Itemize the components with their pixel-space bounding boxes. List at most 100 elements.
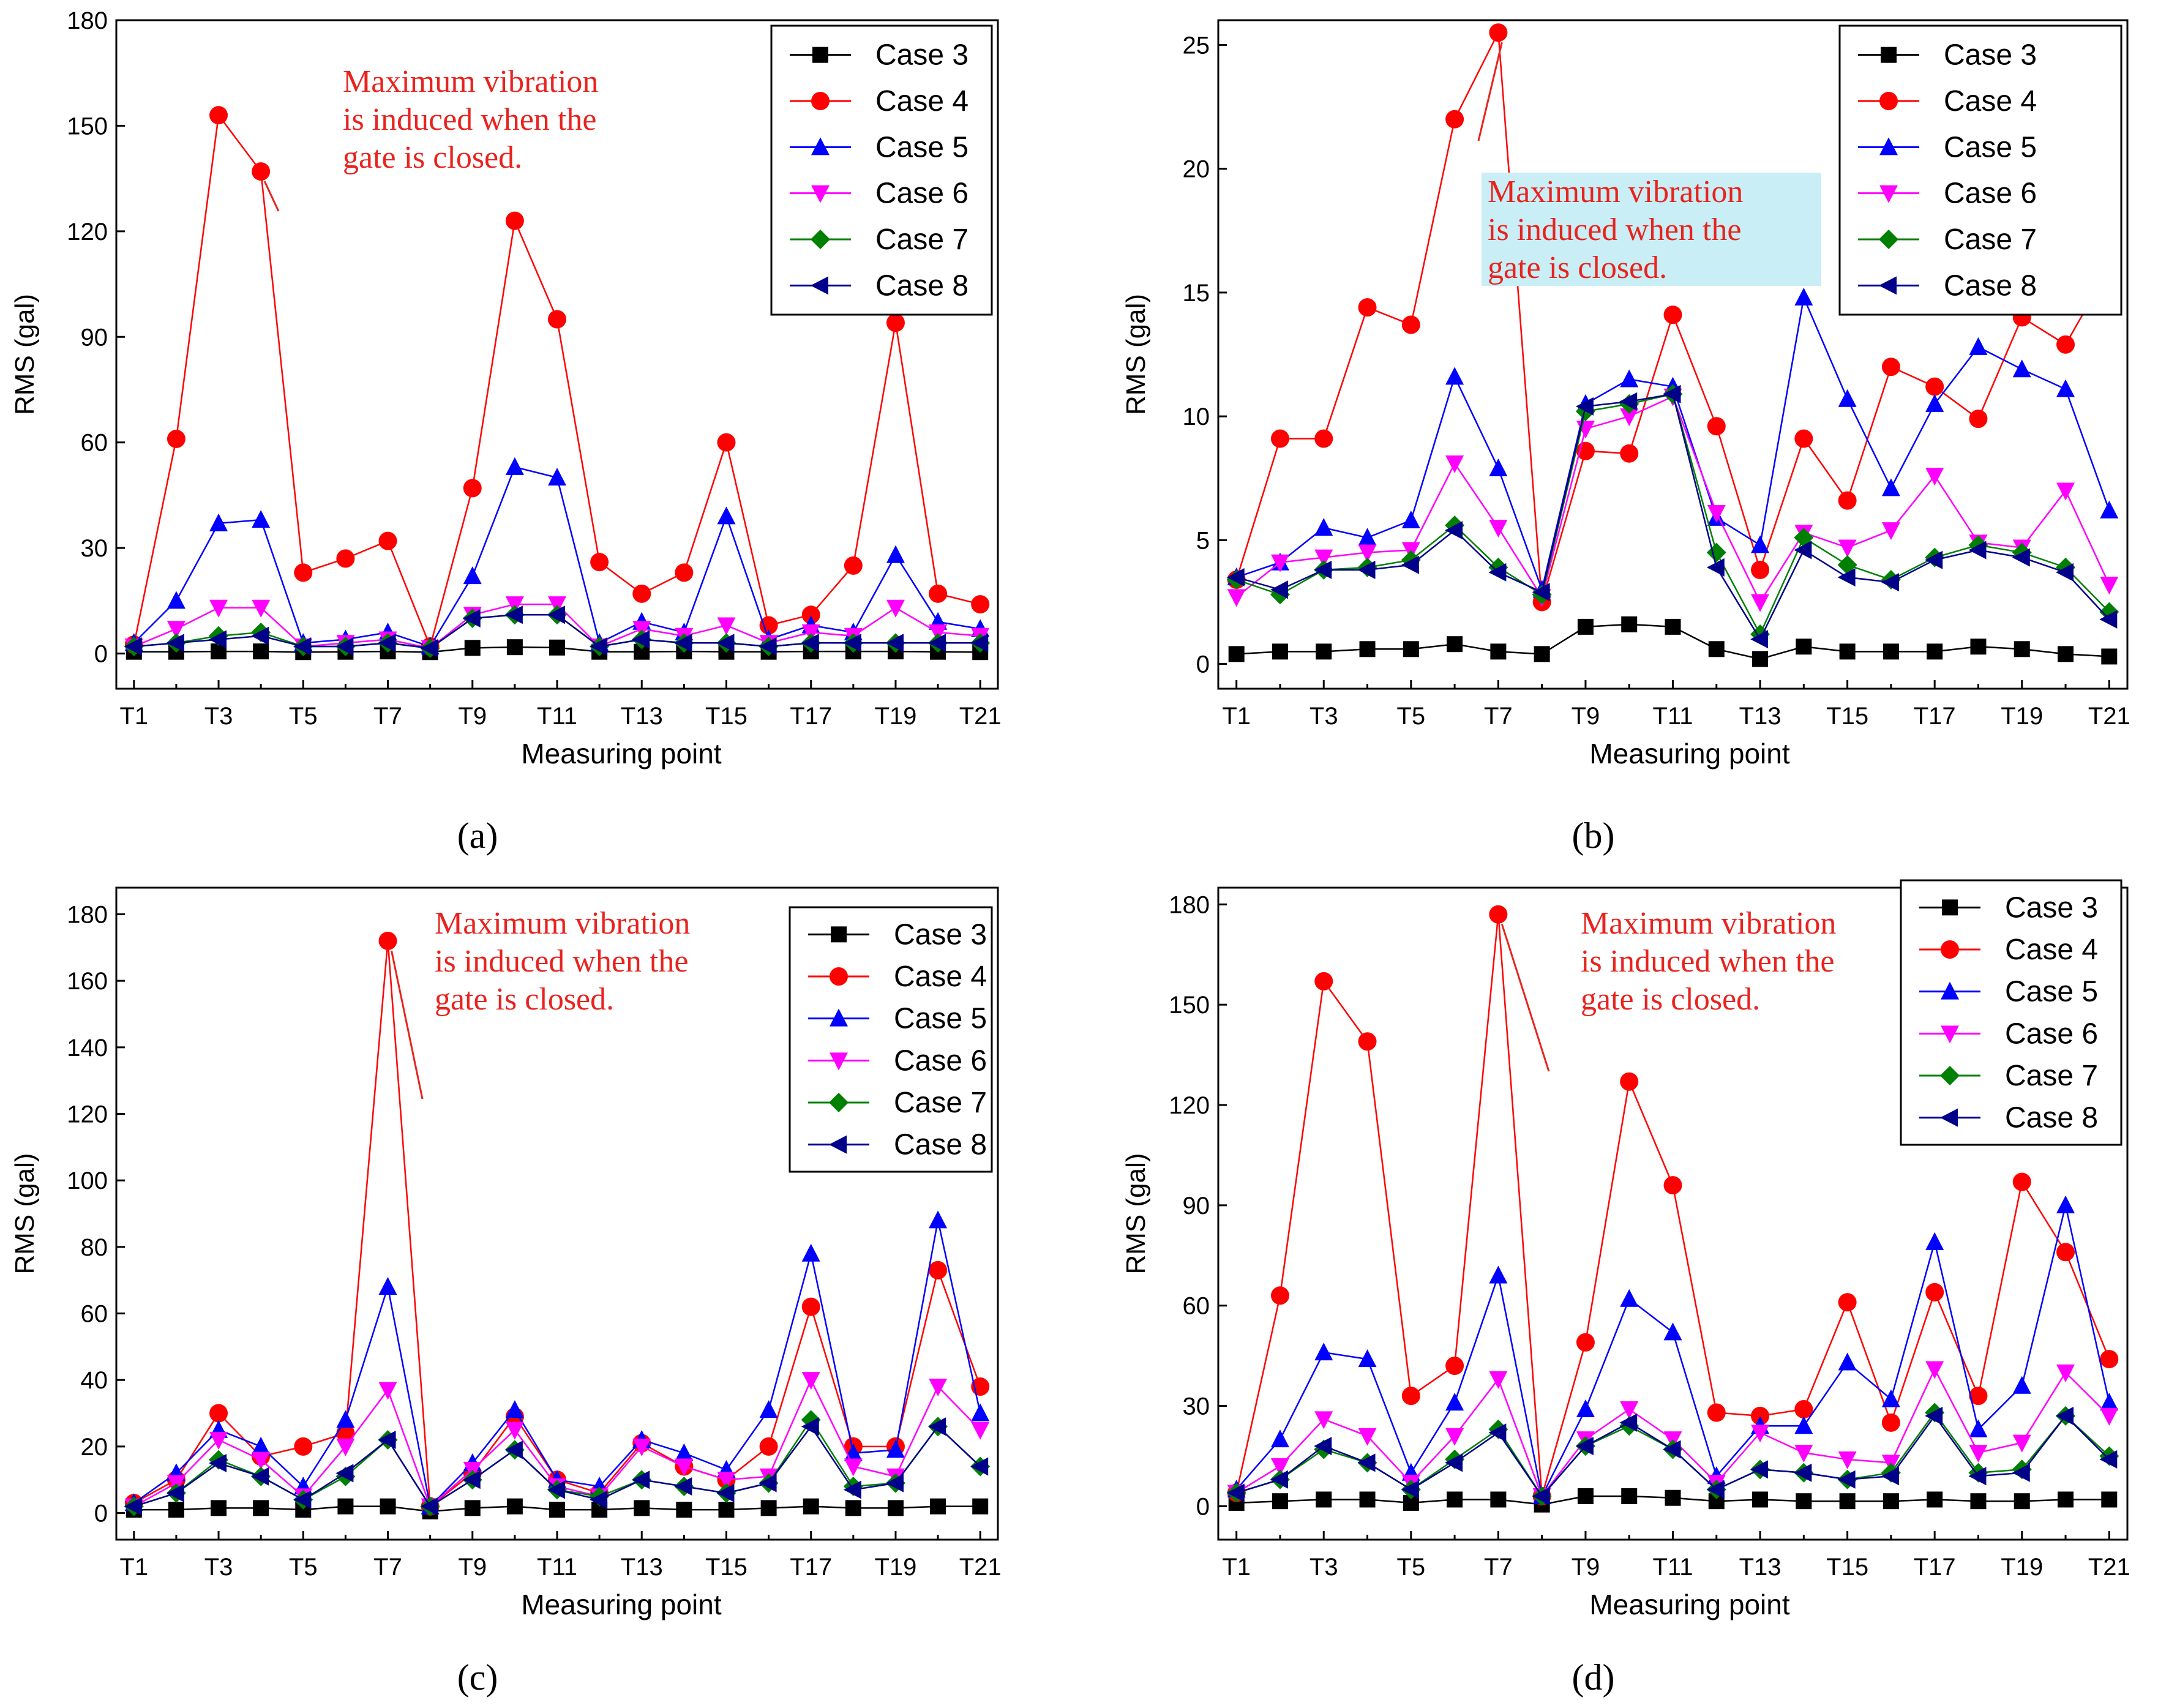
x-tick-label: T11 (537, 1554, 577, 1581)
data-point (294, 563, 313, 582)
series-case-8 (1226, 384, 2118, 649)
data-point (1969, 1387, 1988, 1406)
data-point (1445, 1357, 1464, 1375)
data-point (252, 1436, 271, 1455)
data-point (1489, 23, 1508, 42)
data-point (1968, 541, 1987, 560)
data-point (463, 566, 482, 585)
x-tick-label: T3 (204, 1554, 233, 1581)
legend-label: Case 4 (1944, 85, 2037, 118)
data-point (506, 639, 523, 656)
data-point (2056, 1195, 2075, 1213)
x-tick-label: T17 (790, 703, 832, 730)
x-axis-label: Measuring point (521, 738, 722, 770)
data-point (1534, 646, 1550, 662)
x-tick-label: T7 (1484, 703, 1513, 730)
legend-label: Case 4 (2005, 934, 2098, 966)
y-tick-label: 180 (67, 7, 108, 34)
legend-frame (1900, 879, 2122, 1146)
data-point (336, 1424, 355, 1443)
data-point (294, 1437, 313, 1456)
data-point (1314, 1411, 1333, 1429)
data-point (548, 310, 566, 329)
legend-label: Case 6 (1944, 178, 2037, 210)
data-point (2058, 646, 2074, 662)
data-point (1619, 392, 1638, 411)
data-point (1881, 358, 1900, 376)
legend-label: Case 3 (894, 918, 987, 951)
data-point (1838, 389, 1857, 407)
data-point (1447, 636, 1463, 653)
data-point (759, 1437, 778, 1456)
annotation-line: Maximum vibration (1488, 174, 1743, 209)
x-tick-label: T21 (2088, 703, 2130, 730)
legend-label: Case 5 (1944, 131, 2037, 163)
data-point (1750, 1460, 1769, 1479)
data-point (1489, 905, 1508, 924)
x-tick-label: T9 (458, 1554, 487, 1581)
data-point (335, 637, 354, 656)
data-point (1839, 1493, 1856, 1510)
data-point (336, 1438, 355, 1456)
data-point (1881, 573, 1899, 592)
data-point (1881, 1467, 1899, 1486)
data-point (2100, 1407, 2119, 1426)
data-point (1665, 1489, 1681, 1506)
y-tick-label: 5 (1196, 527, 1210, 554)
y-tick-label: 60 (81, 430, 108, 457)
legend-marker (1940, 1108, 1958, 1127)
data-point (675, 1458, 694, 1477)
data-point (1883, 643, 1899, 660)
data-point (801, 605, 820, 624)
legend-marker (1879, 137, 1898, 155)
y-tick-label: 30 (1183, 1393, 1210, 1420)
data-point (759, 1400, 778, 1418)
data-point (1270, 580, 1288, 599)
data-point (1925, 1232, 1944, 1250)
data-point (1706, 1480, 1725, 1499)
data-point (590, 637, 608, 656)
data-point (971, 1421, 990, 1440)
data-point (464, 1500, 481, 1516)
y-tick-label: 120 (67, 1101, 108, 1128)
series-case-8 (124, 1417, 989, 1516)
data-point (717, 433, 736, 452)
y-tick-label: 150 (67, 113, 108, 140)
data-point (1401, 510, 1420, 528)
data-point (252, 1451, 271, 1470)
legend-label: Case 7 (875, 223, 968, 256)
x-tick-label: T21 (2088, 1554, 2130, 1581)
data-point (167, 429, 185, 448)
data-point (843, 634, 861, 653)
y-tick-label: 90 (1183, 1193, 1210, 1219)
annotation-line: Maximum vibration (435, 906, 690, 941)
data-point (209, 1404, 228, 1423)
data-point (1968, 1467, 1987, 1486)
data-point (1272, 1493, 1288, 1510)
data-point (549, 639, 565, 656)
data-point (336, 549, 355, 568)
data-point (378, 1430, 396, 1449)
data-point (930, 1498, 946, 1515)
x-axis-label: Measuring point (1589, 738, 1790, 770)
data-point (1358, 1349, 1377, 1368)
series-case-3 (1228, 1488, 2118, 1513)
data-point (1620, 444, 1639, 463)
legend-label: Case 4 (875, 85, 968, 118)
series-case-8 (124, 605, 989, 657)
legend-marker (829, 1093, 849, 1112)
legend-marker (1879, 185, 1898, 203)
data-point (1837, 1470, 1856, 1489)
legend-marker (811, 92, 830, 110)
data-point (2100, 577, 2119, 595)
data-point (1576, 1399, 1595, 1417)
annotation-line: is induced when the (435, 944, 688, 979)
data-point (1665, 618, 1681, 635)
y-tick-label: 20 (1183, 156, 1210, 183)
panel-caption: (c) (457, 1657, 498, 1698)
data-point (252, 599, 271, 618)
y-tick-label: 25 (1183, 32, 1210, 59)
data-point (1270, 1286, 1289, 1305)
